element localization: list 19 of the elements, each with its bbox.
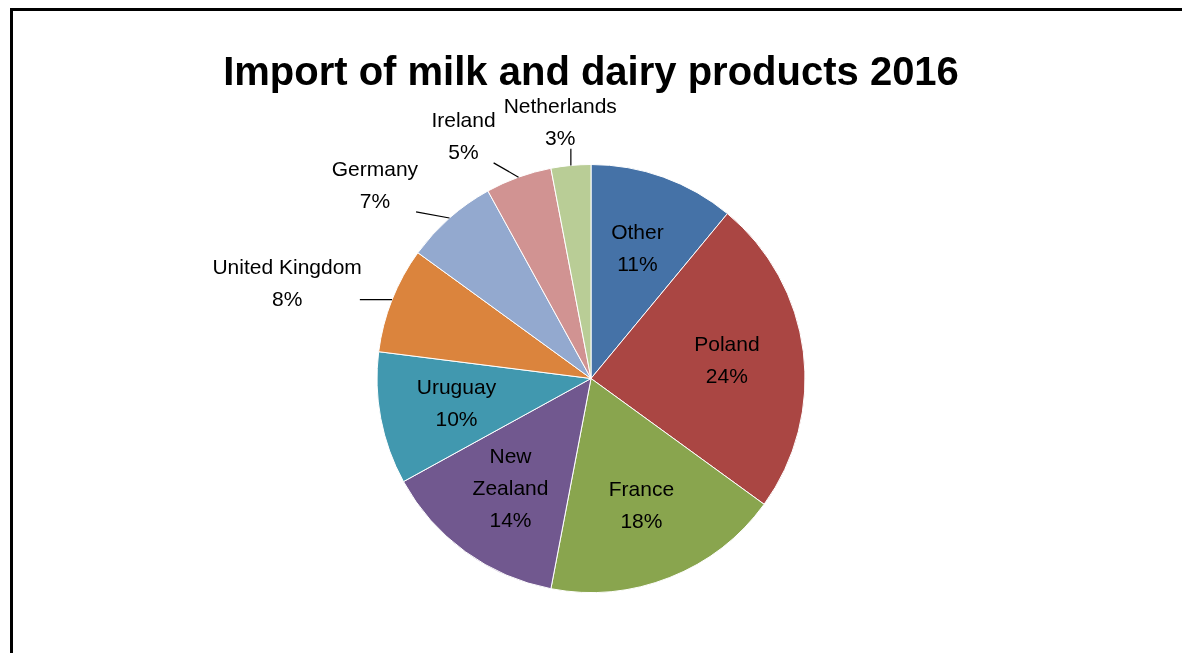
data-label: 10%: [435, 406, 478, 430]
data-label: 8%: [271, 286, 303, 310]
slice-label: France: [608, 476, 675, 500]
data-label: 18%: [620, 508, 663, 532]
data-label: 24%: [705, 364, 748, 388]
data-label: 14%: [489, 508, 532, 532]
slice-label: Netherlands: [503, 93, 617, 117]
data-label: 5%: [448, 139, 479, 163]
chart-title: Import of milk and dairy products 2016: [223, 49, 959, 94]
slice-label: Other: [611, 220, 664, 244]
slice-label: Germany: [331, 156, 419, 180]
slice-label: Uruguay: [416, 374, 497, 398]
slice-label: United Kingdom: [212, 254, 362, 278]
data-label: 11%: [617, 252, 658, 276]
data-label: 3%: [545, 125, 576, 149]
data-label: 7%: [359, 188, 391, 212]
slice-label: Poland: [694, 332, 760, 356]
slice-label: New Zealand: [472, 444, 549, 500]
slice-label: Ireland: [431, 107, 496, 131]
